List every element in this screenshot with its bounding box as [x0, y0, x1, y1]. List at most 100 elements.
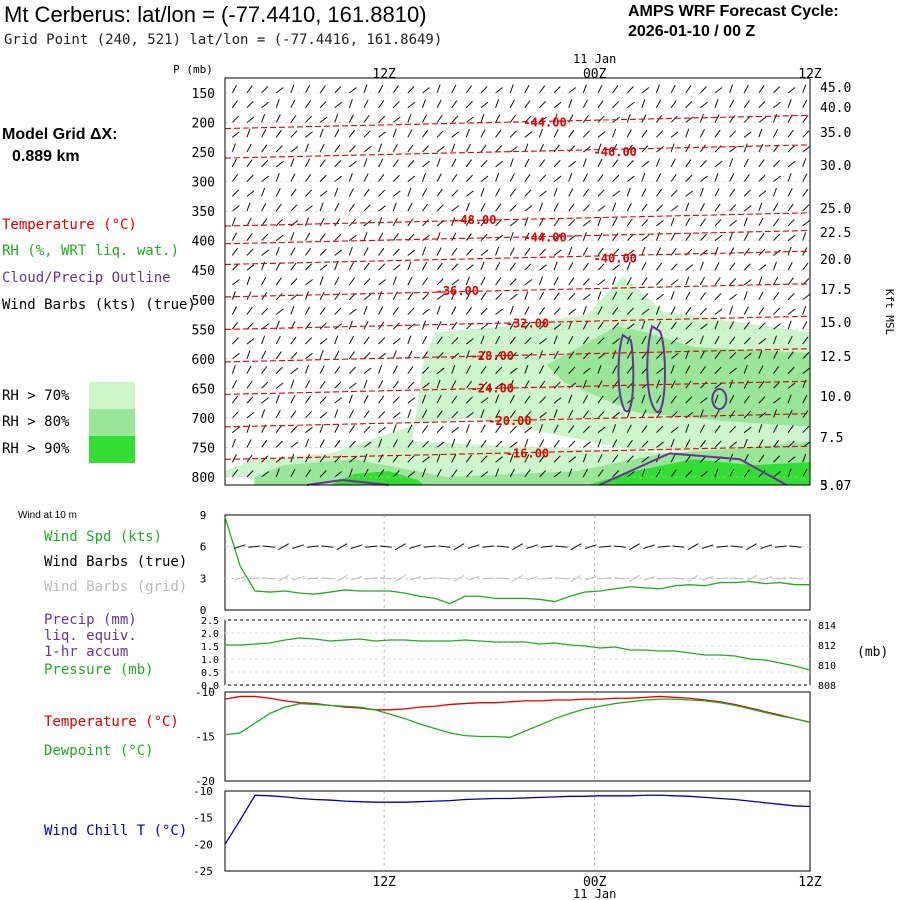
height-tick-label: 17.5: [820, 283, 851, 298]
wind-barb-staff: [422, 308, 430, 315]
wind-barb-staff: [436, 410, 443, 419]
wind-barb-staff: [451, 306, 457, 315]
wind-barb-staff: [348, 188, 354, 197]
wind-barb-staff: [509, 188, 516, 197]
wind-barb-staff: [509, 158, 514, 168]
wind-barb-staff: [305, 337, 313, 345]
pressure-tick-label: 750: [192, 441, 215, 456]
rh70-region: [225, 276, 810, 477]
wind-barb-staff: [539, 470, 547, 478]
wind-barb-staff: [597, 352, 606, 360]
wind-barb-staff: [261, 276, 267, 286]
wind-barb-staff: [597, 143, 602, 153]
wind10-panel: 9 6 3 0: [200, 509, 811, 617]
wind-barb-staff: [553, 144, 560, 153]
wind-barb-staff: [773, 86, 781, 94]
wind-barb-staff: [246, 128, 251, 138]
cloud-outline: [646, 324, 666, 413]
wind-barb-staff: [670, 337, 678, 345]
wind-barb-staff: [275, 219, 283, 227]
wind-barb-staff: [378, 291, 383, 300]
wind-barb-staff: [261, 335, 266, 345]
wind-barb-staff: [436, 441, 445, 448]
wind-barb-staff: [363, 305, 368, 315]
wind-barb-staff: [421, 172, 426, 182]
wind-barb-staff: [670, 438, 675, 448]
wind-barb-staff: [787, 320, 792, 330]
wind-barb-staff: [407, 144, 414, 153]
wind-barb-staff: [597, 395, 604, 404]
wind-barb-staff: [480, 424, 486, 433]
wind-barb-grid: [629, 574, 640, 582]
wind-barb-grid: [716, 577, 729, 580]
wind-barb-staff: [465, 306, 473, 315]
wind-barb-staff: [232, 352, 240, 360]
wind-barb-staff: [509, 394, 515, 404]
wind-barb-staff: [670, 426, 679, 434]
wind-barb-staff: [568, 234, 577, 242]
wind-barb-grid: [496, 577, 509, 580]
wind-barb-staff: [612, 143, 618, 153]
isotherm-label: -20.00: [488, 414, 531, 428]
wind-barb-staff: [597, 279, 606, 286]
wind-barb-staff: [758, 439, 764, 448]
wind-barb-staff: [582, 130, 590, 138]
wind-barb-staff: [524, 454, 530, 463]
wind-barb-staff: [451, 115, 459, 123]
wind-barb-staff: [319, 217, 325, 227]
wind-barb-staff: [568, 188, 574, 197]
wind-barb-staff: [568, 246, 573, 256]
wind-barb-staff: [802, 204, 810, 212]
wind-barb-staff: [568, 277, 575, 286]
wind-barb-grid: [292, 576, 304, 581]
wind-barb-true: [760, 544, 772, 549]
wind-barb-staff: [348, 425, 356, 433]
wind-barb-staff: [626, 409, 631, 419]
wind-barb-staff: [699, 86, 707, 94]
wind-barb-true: [467, 544, 480, 549]
wind-barb-staff: [524, 364, 529, 374]
wind-barb-staff: [451, 217, 456, 227]
wind-barb-staff: [319, 100, 327, 109]
isotherm-line: [224, 413, 811, 428]
pressure-label: Pressure (mb): [44, 662, 154, 678]
wind-barb-staff: [305, 115, 313, 123]
isotherm-line: [224, 144, 811, 159]
wind-barb-staff: [451, 469, 458, 478]
wind-barb-staff: [641, 320, 646, 330]
wind-barb-grid: [584, 576, 597, 581]
wind-barb-staff: [348, 129, 356, 138]
wind-barb-staff: [436, 293, 445, 301]
height-tick-label: 3.07: [820, 479, 851, 494]
wind-barb-staff: [319, 248, 327, 256]
wind-barb-staff: [714, 292, 722, 301]
wind-barb-staff: [524, 143, 529, 153]
wind-barb-staff: [378, 143, 383, 153]
wind-barb-staff: [465, 159, 473, 168]
wind-barb-staff: [451, 426, 460, 434]
wind-barb-staff: [290, 441, 299, 448]
wind-barb-staff: [305, 395, 312, 404]
wind-barb-staff: [363, 336, 370, 345]
wind-barb-staff: [451, 189, 459, 197]
wind-barb-staff: [480, 86, 488, 94]
wind-barb-staff: [261, 397, 269, 404]
wind-barb-staff: [378, 306, 384, 315]
wind-barb-staff: [231, 100, 239, 109]
wind-barb-staff: [495, 277, 502, 286]
wind-barb-staff: [407, 381, 415, 389]
wind-barb-staff: [378, 411, 386, 419]
isotherm-line: [224, 315, 811, 330]
wind-barb-staff: [392, 380, 399, 389]
wind-barb-staff: [392, 190, 401, 197]
wind-barb-grid: [379, 577, 392, 580]
wind-barb-staff: [641, 425, 648, 433]
wind-barb-true: [365, 545, 378, 548]
wind-barb-staff: [743, 352, 752, 360]
wind-barb-staff: [348, 468, 353, 478]
series-line-wind-spd-kts-: [224, 516, 810, 605]
wind-barb-staff: [334, 233, 342, 242]
wind-barb-staff: [261, 101, 269, 109]
wind-barb-staff: [246, 411, 255, 419]
pressure-tick-label: 600: [192, 353, 215, 368]
